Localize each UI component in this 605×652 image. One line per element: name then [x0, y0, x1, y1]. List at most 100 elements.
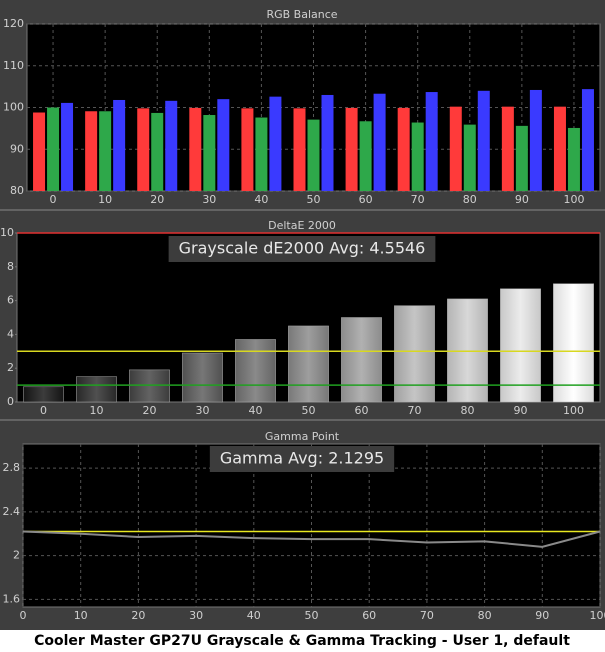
y-tick-label: 4 — [7, 327, 14, 340]
bar — [76, 376, 117, 403]
bar — [449, 106, 462, 191]
annotation: Gamma Avg: 2.1295 — [220, 449, 384, 468]
x-tick-label: 60 — [359, 193, 373, 206]
bar — [341, 317, 382, 403]
bar — [500, 288, 541, 403]
x-tick-label: 20 — [150, 193, 164, 206]
bar — [165, 100, 178, 191]
y-tick-label: 2.4 — [3, 505, 21, 518]
bar — [553, 106, 566, 191]
y-tick-label: 2.8 — [3, 461, 21, 474]
bar — [241, 108, 254, 191]
caption-background — [0, 630, 605, 652]
y-tick-label: 6 — [7, 294, 14, 307]
bar — [553, 283, 594, 403]
y-tick-label: 8 — [7, 260, 14, 273]
annotation: Grayscale dE2000 Avg: 4.5546 — [179, 239, 426, 258]
x-tick-label: 80 — [461, 404, 475, 417]
bar — [235, 339, 276, 403]
bar — [288, 325, 329, 403]
bar — [501, 106, 514, 191]
x-tick-label: 0 — [50, 193, 57, 206]
bar — [463, 124, 476, 191]
y-tick-label: 1.6 — [3, 592, 21, 605]
bar — [321, 94, 334, 191]
x-tick-label: 60 — [355, 404, 369, 417]
x-tick-label: 80 — [478, 609, 492, 622]
x-tick-label: 70 — [408, 404, 422, 417]
bar — [477, 90, 490, 191]
y-tick-label: 110 — [3, 59, 24, 72]
x-tick-label: 10 — [90, 404, 104, 417]
bar — [397, 107, 410, 191]
bar — [529, 89, 542, 191]
bar — [255, 117, 268, 191]
bar — [515, 125, 528, 191]
x-tick-label: 40 — [249, 404, 263, 417]
x-tick-label: 20 — [143, 404, 157, 417]
x-tick-label: 90 — [535, 609, 549, 622]
panel-title: DeltaE 2000 — [268, 219, 336, 232]
x-tick-label: 40 — [247, 609, 261, 622]
bar — [293, 108, 306, 191]
bar — [47, 107, 60, 191]
bar — [373, 93, 386, 191]
bar — [581, 89, 594, 191]
bar — [85, 111, 98, 191]
bar — [394, 305, 435, 403]
annotation-box — [168, 236, 436, 262]
y-tick-label: 2 — [13, 549, 20, 562]
x-tick-label: 70 — [420, 609, 434, 622]
x-tick-label: 80 — [463, 193, 477, 206]
panel-title: Gamma Point — [265, 430, 340, 443]
bar — [447, 298, 488, 403]
x-tick-label: 40 — [254, 193, 268, 206]
bar — [345, 107, 358, 191]
y-tick-label: 10 — [0, 226, 14, 239]
bar — [203, 115, 216, 191]
x-tick-label: 90 — [514, 404, 528, 417]
bar — [99, 111, 112, 191]
y-tick-label: 2 — [7, 361, 14, 374]
x-tick-label: 30 — [196, 404, 210, 417]
bar — [567, 127, 580, 191]
x-tick-label: 0 — [40, 404, 47, 417]
bar — [307, 119, 320, 191]
x-tick-label: 100 — [590, 609, 605, 622]
bar — [33, 112, 46, 191]
bar — [411, 122, 424, 191]
x-tick-label: 20 — [131, 609, 145, 622]
bar — [129, 369, 170, 403]
y-tick-label: 80 — [10, 184, 24, 197]
y-tick-label: 120 — [3, 17, 24, 30]
bar — [61, 102, 74, 191]
bar — [359, 121, 372, 191]
bar — [137, 108, 150, 191]
x-tick-label: 100 — [563, 193, 584, 206]
bar — [425, 92, 438, 191]
x-tick-label: 30 — [189, 609, 203, 622]
bar — [113, 99, 126, 191]
bar — [269, 96, 282, 191]
line — [22, 530, 601, 548]
bar — [217, 99, 230, 191]
x-tick-label: 50 — [307, 193, 321, 206]
x-tick-label: 100 — [563, 404, 584, 417]
x-tick-label: 50 — [302, 404, 316, 417]
x-tick-label: 60 — [362, 609, 376, 622]
bar — [189, 107, 202, 191]
y-tick-label: 100 — [3, 101, 24, 114]
x-tick-label: 0 — [20, 609, 27, 622]
y-tick-label: 90 — [10, 142, 24, 155]
bar — [151, 112, 164, 191]
y-tick-label: 0 — [7, 395, 14, 408]
x-tick-label: 90 — [515, 193, 529, 206]
x-tick-label: 70 — [411, 193, 425, 206]
annotation-box — [209, 446, 395, 472]
x-tick-label: 10 — [98, 193, 112, 206]
x-tick-label: 50 — [305, 609, 319, 622]
panel-title: RGB Balance — [266, 8, 337, 21]
x-tick-label: 30 — [202, 193, 216, 206]
x-tick-label: 10 — [74, 609, 88, 622]
